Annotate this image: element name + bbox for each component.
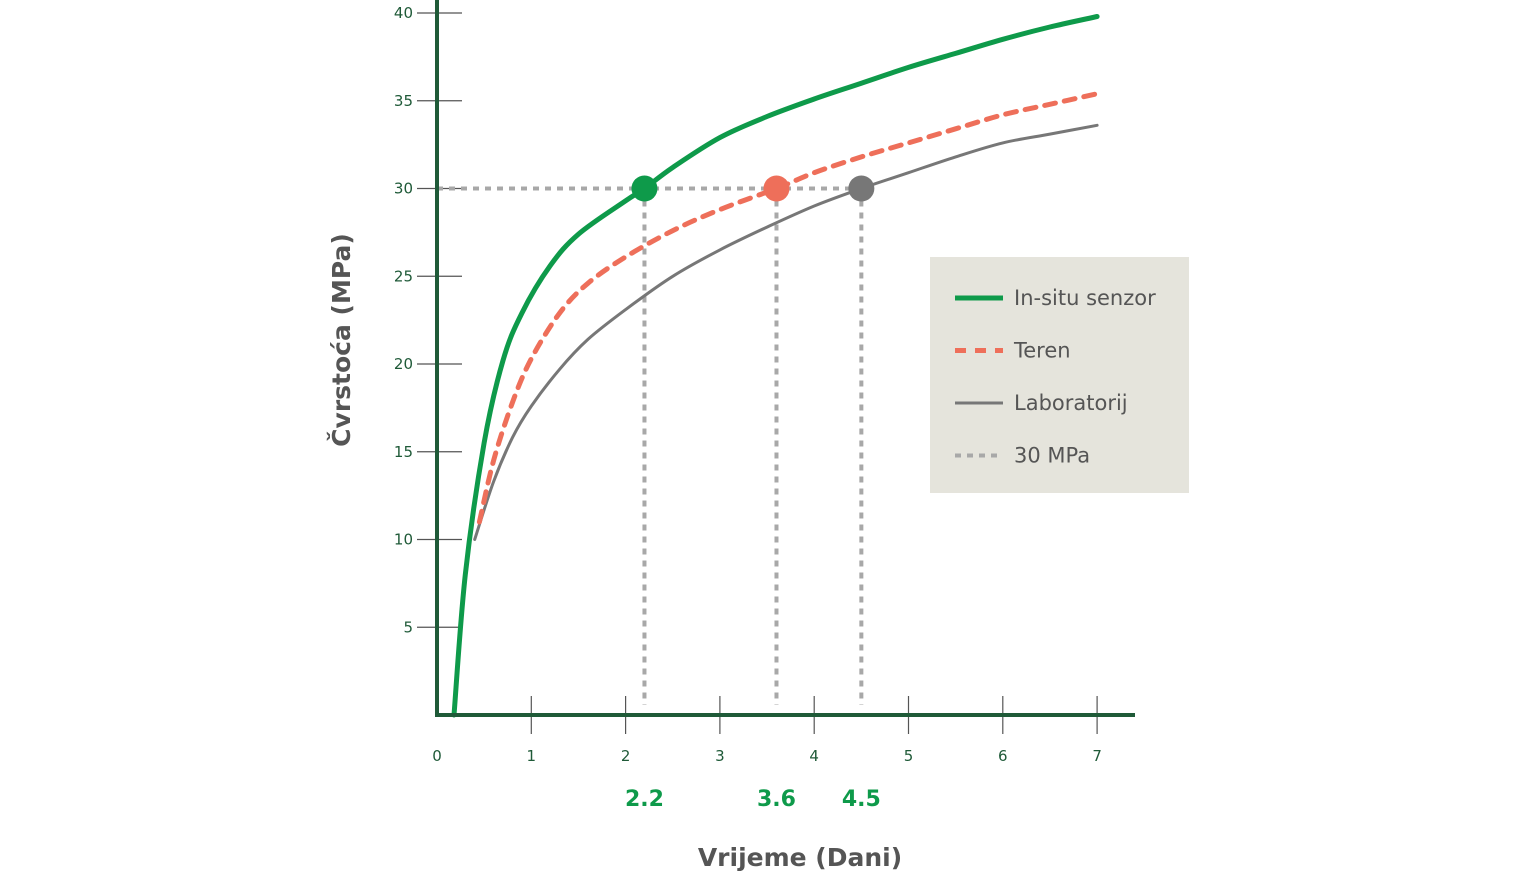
x-tick-label: 6 <box>998 747 1008 765</box>
marker-labels: 2.2 3.6 4.5 <box>625 787 881 812</box>
x-tick-label: 4 <box>809 747 819 765</box>
x-tick-label: 1 <box>527 747 537 765</box>
marker-label: 3.6 <box>757 787 796 812</box>
y-tick-label: 30 <box>394 180 413 198</box>
series-line-teren <box>476 91 1100 525</box>
axes <box>435 0 1135 717</box>
x-tick-label: 0 <box>432 747 442 765</box>
threshold-markers <box>631 175 875 202</box>
series-line-laboratorij <box>473 123 1099 541</box>
reference-lines <box>437 186 864 705</box>
x-tick-label: 2 <box>621 747 631 765</box>
y-tick-label: 10 <box>394 531 413 549</box>
x-axis-title: Vrijeme (Dani) <box>698 843 902 872</box>
series-line-in-situ-senzor <box>451 14 1100 718</box>
y-tick-label: 35 <box>394 92 413 110</box>
tick-labels: 5 10 15 20 25 30 35 40 0 1 2 3 4 5 6 7 <box>394 4 1102 765</box>
legend-label: 30 MPa <box>1014 444 1090 468</box>
marker-point <box>763 175 790 202</box>
marker-label: 4.5 <box>842 787 881 812</box>
x-tick-label: 3 <box>715 747 725 765</box>
y-axis-title: Čvrstoća (MPa) <box>326 233 356 447</box>
y-tick-label: 25 <box>394 267 413 285</box>
marker-point <box>631 175 658 202</box>
legend: In-situ senzor Teren Laboratorij 30 MPa <box>930 257 1189 493</box>
x-tick-label: 7 <box>1092 747 1102 765</box>
legend-label: Laboratorij <box>1014 391 1128 415</box>
legend-label: In-situ senzor <box>1014 286 1156 310</box>
series-lines <box>451 14 1100 718</box>
y-tick-label: 20 <box>394 355 413 373</box>
y-tick-label: 15 <box>394 443 413 461</box>
y-tick-label: 5 <box>403 618 413 636</box>
legend-label: Teren <box>1013 339 1071 363</box>
y-tick-label: 40 <box>394 4 413 22</box>
marker-label: 2.2 <box>625 787 664 812</box>
marker-point <box>848 175 875 202</box>
x-tick-label: 5 <box>904 747 914 765</box>
